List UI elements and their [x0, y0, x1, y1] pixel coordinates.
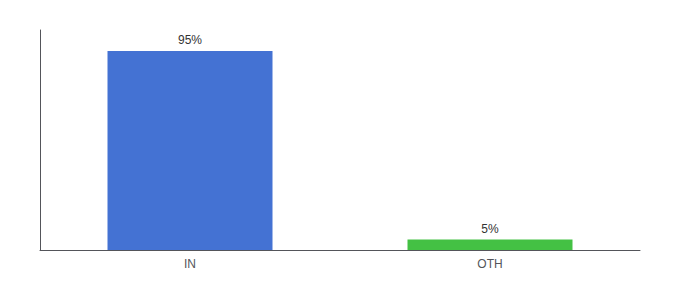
svg-text:95%: 95% — [178, 33, 202, 47]
svg-text:OTH: OTH — [477, 257, 502, 271]
svg-text:5%: 5% — [481, 222, 499, 236]
svg-text:IN: IN — [184, 257, 196, 271]
